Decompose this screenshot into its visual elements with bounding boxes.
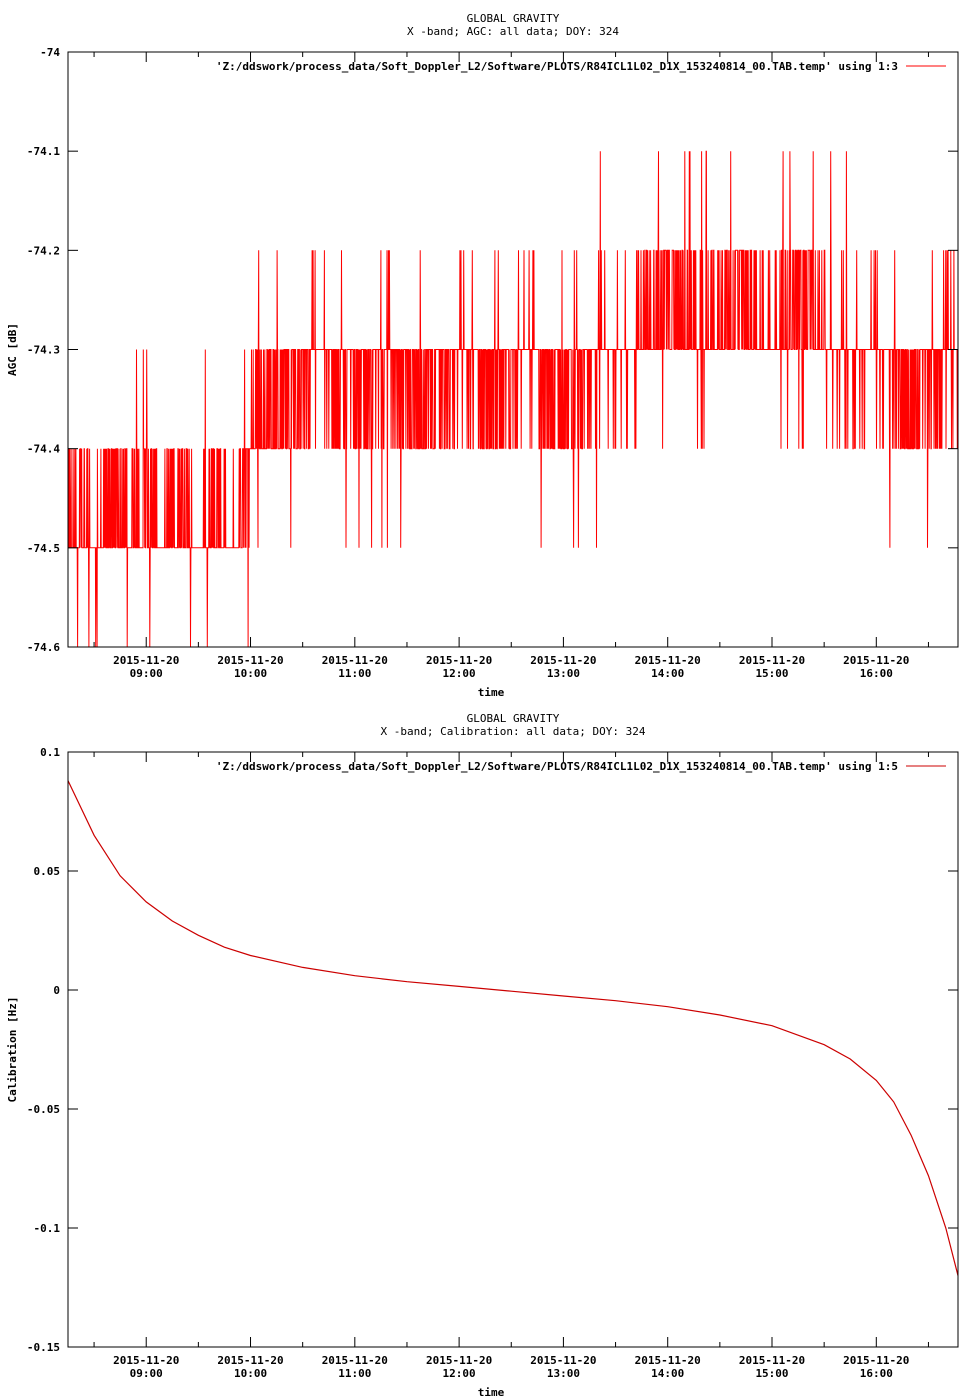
y-tick-label: -0.05 (27, 1103, 60, 1116)
x-tick-time-label: 14:00 (651, 667, 684, 680)
x-tick-time-label: 15:00 (755, 667, 788, 680)
chart-subtitle: X -band; AGC: all data; DOY: 324 (407, 25, 619, 38)
x-tick-date-label: 2015-11-20 (739, 1354, 805, 1367)
y-tick-label: -0.1 (34, 1222, 61, 1235)
x-tick-time-label: 16:00 (860, 1367, 893, 1380)
x-tick-time-label: 16:00 (860, 667, 893, 680)
x-tick-time-label: 14:00 (651, 1367, 684, 1380)
x-tick-time-label: 11:00 (338, 1367, 371, 1380)
data-series-line (67, 780, 959, 1276)
x-tick-date-label: 2015-11-20 (217, 654, 283, 667)
chart-title: GLOBAL GRAVITY (467, 712, 560, 725)
y-tick-label: -74 (40, 46, 60, 59)
legend-label: 'Z:/ddswork/process_data/Soft_Doppler_L2… (216, 60, 898, 73)
x-tick-date-label: 2015-11-20 (843, 654, 909, 667)
x-tick-date-label: 2015-11-20 (322, 654, 388, 667)
x-tick-date-label: 2015-11-20 (113, 1354, 179, 1367)
x-tick-time-label: 10:00 (234, 667, 267, 680)
chart-title: GLOBAL GRAVITY (467, 12, 560, 25)
plot-frame (67, 751, 959, 1348)
x-tick-date-label: 2015-11-20 (635, 1354, 701, 1367)
x-tick-date-label: 2015-11-20 (217, 1354, 283, 1367)
x-tick-time-label: 10:00 (234, 1367, 267, 1380)
x-tick-time-label: 09:00 (130, 1367, 163, 1380)
x-tick-date-label: 2015-11-20 (426, 654, 492, 667)
x-tick-time-label: 15:00 (755, 1367, 788, 1380)
x-tick-time-label: 13:00 (547, 1367, 580, 1380)
y-tick-label: 0.05 (34, 865, 61, 878)
y-tick-label: 0.1 (40, 746, 60, 759)
x-tick-time-label: 11:00 (338, 667, 371, 680)
y-tick-label: -74.3 (27, 344, 60, 357)
y-axis-label: AGC [dB] (6, 323, 19, 376)
x-tick-time-label: 12:00 (443, 1367, 476, 1380)
y-tick-label: -74.4 (27, 443, 60, 456)
y-tick-label: -74.2 (27, 244, 60, 257)
x-tick-time-label: 13:00 (547, 667, 580, 680)
x-tick-date-label: 2015-11-20 (530, 1354, 596, 1367)
x-axis-label: time (478, 1386, 505, 1399)
x-tick-date-label: 2015-11-20 (635, 654, 701, 667)
chart-subtitle: X -band; Calibration: all data; DOY: 324 (381, 725, 646, 738)
y-tick-label: -0.15 (27, 1341, 60, 1354)
data-series-line (68, 150, 959, 648)
x-axis-label: time (478, 686, 505, 699)
y-tick-label: 0 (53, 984, 60, 997)
x-tick-date-label: 2015-11-20 (322, 1354, 388, 1367)
y-tick-label: -74.1 (27, 145, 60, 158)
x-tick-date-label: 2015-11-20 (843, 1354, 909, 1367)
x-tick-date-label: 2015-11-20 (426, 1354, 492, 1367)
x-tick-date-label: 2015-11-20 (739, 654, 805, 667)
legend-label: 'Z:/ddswork/process_data/Soft_Doppler_L2… (216, 760, 898, 773)
y-axis-label: Calibration [Hz] (6, 997, 19, 1103)
x-tick-date-label: 2015-11-20 (113, 654, 179, 667)
x-tick-time-label: 09:00 (130, 667, 163, 680)
x-tick-time-label: 12:00 (443, 667, 476, 680)
y-tick-label: -74.6 (27, 641, 60, 654)
y-tick-label: -74.5 (27, 542, 60, 555)
x-tick-date-label: 2015-11-20 (530, 654, 596, 667)
